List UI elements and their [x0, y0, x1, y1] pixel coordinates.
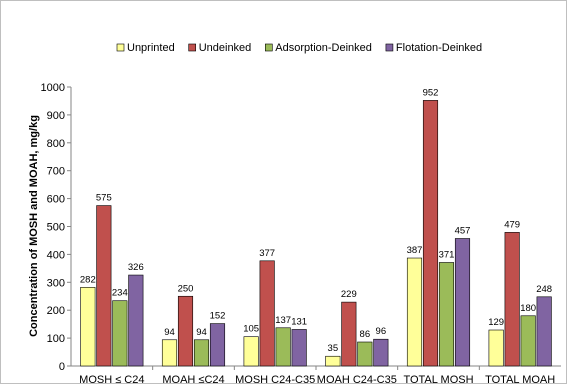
- data-label: 229: [341, 289, 357, 300]
- legend-swatch: [264, 43, 273, 52]
- data-label: 137: [275, 315, 291, 326]
- data-label: 180: [520, 303, 536, 314]
- bar: [373, 338, 389, 367]
- bar: [438, 262, 455, 367]
- data-label: 250: [178, 283, 194, 294]
- x-category-label: MOAH ≤C24: [162, 374, 224, 386]
- bar: [209, 323, 226, 367]
- legend-item: Unprinted: [116, 42, 175, 54]
- y-tick-label: 800: [47, 138, 65, 150]
- y-tick-label: 700: [47, 166, 65, 178]
- legend-swatch: [385, 43, 394, 52]
- bar: [96, 205, 112, 367]
- y-tick-label: 100: [47, 333, 65, 345]
- y-tick-label: 900: [47, 110, 65, 122]
- data-label: 35: [328, 343, 339, 354]
- bar: [488, 329, 504, 367]
- legend: Unprinted Undeinked Adsorption-Deinked Flot…: [116, 42, 482, 54]
- data-label: 457: [455, 225, 471, 236]
- bar: [520, 315, 536, 367]
- bar: [291, 329, 307, 367]
- y-axis-title: Concentration of MOSH and MOAH, mg/kg: [28, 115, 40, 337]
- bar: [80, 287, 96, 367]
- bar: [357, 341, 373, 367]
- data-label: 952: [423, 87, 439, 98]
- legend-item: Flotation-Deinked: [385, 42, 482, 54]
- y-tick-label: 0: [59, 361, 65, 373]
- bar: [504, 232, 520, 367]
- data-label: 86: [360, 329, 371, 340]
- data-label: 129: [488, 317, 504, 328]
- data-label: 326: [128, 262, 144, 273]
- y-tick-label: 600: [47, 194, 65, 206]
- x-category-label: TOTAL MOSH: [403, 374, 473, 386]
- y-tick-label: 300: [47, 277, 65, 289]
- bar: [193, 339, 210, 367]
- data-label: 152: [210, 311, 226, 322]
- x-category-label: MOSH C24-C35: [235, 374, 315, 386]
- data-label: 479: [504, 219, 520, 230]
- bar: [341, 301, 357, 367]
- bar: [161, 339, 178, 367]
- data-label: 105: [243, 324, 259, 335]
- x-category-label: MOSH ≤ C24: [79, 374, 144, 386]
- bar: [243, 336, 259, 367]
- bar: [259, 260, 275, 367]
- legend-label: Adsorption-Deinked: [275, 42, 372, 54]
- y-axis: 0 100 200 300 400 500 600 700 800 900 1000: [41, 82, 72, 373]
- data-label: 575: [96, 193, 112, 204]
- data-label: 94: [164, 327, 175, 338]
- data-label: 248: [536, 284, 552, 295]
- data-label: 96: [376, 326, 387, 337]
- data-label: 131: [291, 316, 307, 327]
- y-tick-label: 1000: [41, 82, 65, 94]
- y-tick-label: 200: [47, 305, 65, 317]
- data-label: 94: [196, 327, 207, 338]
- x-category-label: MOAH C24-C35: [317, 374, 397, 386]
- bar: [422, 100, 439, 367]
- bar: [536, 296, 552, 367]
- bars: [80, 100, 552, 367]
- bar: [325, 355, 341, 367]
- bar: [112, 300, 128, 367]
- legend-swatch: [188, 43, 197, 52]
- data-label: 387: [407, 245, 423, 256]
- x-category-label: TOTAL MOAH: [485, 374, 555, 386]
- bar: [454, 238, 471, 367]
- legend-swatch: [116, 43, 125, 52]
- legend-label: Flotation-Deinked: [396, 42, 482, 54]
- y-tick-label: 500: [47, 222, 65, 234]
- data-label: 282: [80, 274, 96, 285]
- y-tick-label: 400: [47, 249, 65, 261]
- legend-label: Undeinked: [199, 42, 252, 54]
- legend-item: Undeinked: [188, 42, 252, 54]
- data-label: 377: [259, 248, 275, 259]
- legend-label: Unprinted: [127, 42, 175, 54]
- legend-item: Adsorption-Deinked: [264, 42, 372, 54]
- x-axis: MOSH ≤ C24 MOAH ≤C24 MOSH C24-C35 MOAH C24-…: [71, 365, 561, 386]
- bar: [275, 327, 291, 367]
- bar: [406, 257, 423, 367]
- bar: [177, 295, 194, 367]
- bar: [128, 274, 144, 367]
- data-label: 371: [439, 249, 455, 260]
- data-label: 234: [112, 288, 128, 299]
